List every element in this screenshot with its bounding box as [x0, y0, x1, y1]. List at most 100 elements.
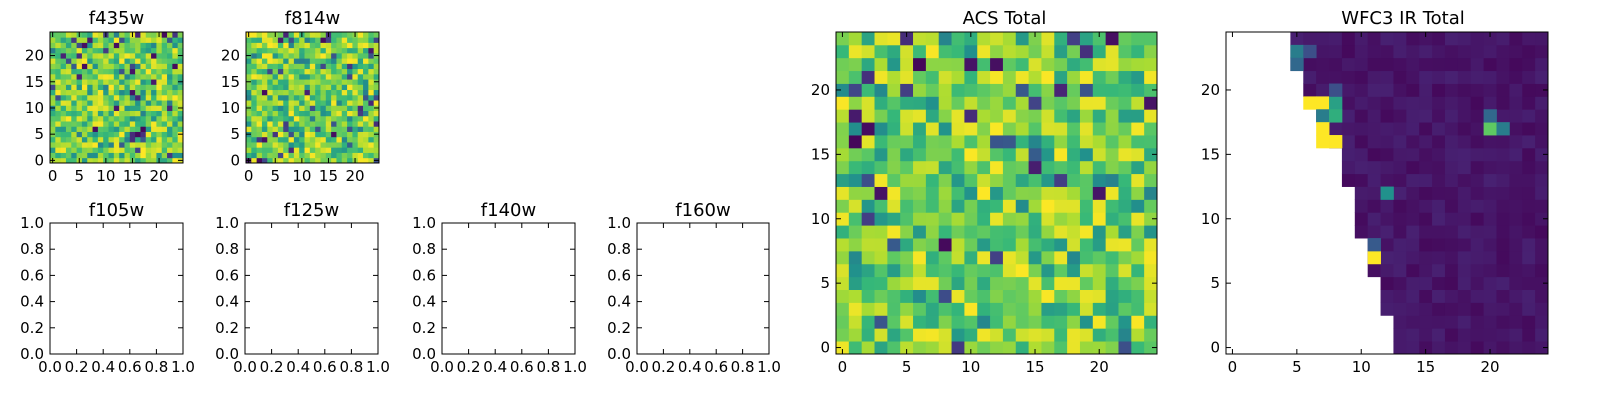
- heatmap-cell: [156, 115, 163, 122]
- heatmap-cell: [97, 157, 104, 164]
- heatmap-cell: [283, 37, 289, 43]
- heatmap-cell: [135, 58, 141, 64]
- heatmap-cell: [1367, 44, 1381, 59]
- heatmap-cell: [288, 157, 295, 164]
- heatmap-cell: [97, 89, 104, 96]
- heatmap-cell: [119, 58, 125, 64]
- heatmap-cell: [1041, 135, 1055, 149]
- heatmap-cell: [352, 142, 359, 148]
- heatmap-cell: [1054, 276, 1068, 290]
- heatmap-cell: [848, 83, 863, 97]
- heatmap-cell: [1496, 289, 1510, 303]
- heatmap-cell: [315, 73, 321, 80]
- heatmap-cell: [1079, 302, 1094, 316]
- heatmap-cell: [836, 250, 850, 265]
- heatmap-cell: [113, 89, 120, 96]
- heatmap-cell: [246, 58, 252, 64]
- heatmap-cell: [304, 157, 311, 164]
- heatmap-cell: [92, 157, 99, 164]
- heatmap-cell: [1118, 160, 1132, 175]
- heatmap-cell: [1041, 212, 1055, 226]
- heatmap-cell: [368, 105, 375, 111]
- heatmap-cell: [874, 44, 888, 59]
- heatmap-cell: [119, 105, 125, 111]
- heatmap-cell: [293, 84, 300, 91]
- heatmap-cell: [261, 110, 268, 117]
- heatmap-cell: [251, 126, 258, 132]
- heatmap-cell: [167, 89, 173, 96]
- heatmap-cell: [124, 121, 131, 127]
- heatmap-cell: [81, 84, 88, 91]
- heatmap-cell: [60, 147, 67, 153]
- heatmap-cell: [315, 68, 321, 75]
- heatmap-cell: [256, 105, 263, 111]
- heatmap-cell: [1079, 160, 1094, 175]
- heatmap-cell: [97, 142, 104, 148]
- x-tick-label: 0.4: [483, 358, 507, 376]
- heatmap-cell: [81, 89, 88, 96]
- heatmap-cell: [135, 42, 141, 49]
- heatmap-cell: [1079, 44, 1094, 59]
- heatmap-cell: [951, 147, 965, 162]
- heatmap-cell: [108, 152, 115, 159]
- heatmap-cell: [304, 147, 311, 153]
- heatmap-cell: [320, 47, 327, 54]
- heatmap-cell: [172, 131, 179, 138]
- heatmap-cell: [925, 70, 940, 84]
- heatmap-cell: [161, 52, 168, 59]
- heatmap-cell: [1457, 263, 1472, 278]
- heatmap-cell: [267, 68, 273, 75]
- heatmap-cell: [283, 142, 289, 148]
- heatmap-cell: [1067, 225, 1081, 239]
- heatmap-cell: [1406, 173, 1420, 187]
- heatmap-cell: [1028, 173, 1042, 187]
- heatmap-cell: [861, 122, 875, 136]
- heatmap-cell: [65, 47, 72, 54]
- heatmap-cell: [331, 37, 337, 43]
- heatmap-cell: [55, 37, 62, 43]
- heatmap-cell: [990, 160, 1004, 175]
- heatmap-cell: [293, 157, 300, 164]
- heatmap-cell: [900, 122, 914, 136]
- heatmap-cell: [1067, 135, 1081, 149]
- heatmap-cell: [836, 173, 850, 187]
- heatmap-cell: [261, 121, 268, 127]
- heatmap-cell: [299, 110, 305, 117]
- heatmap-cell: [336, 147, 343, 153]
- heatmap-cell: [246, 68, 252, 75]
- heatmap-cell: [352, 152, 359, 159]
- heatmap-cell: [373, 37, 380, 43]
- heatmap-cell: [299, 79, 305, 85]
- heatmap-cell: [1367, 122, 1381, 136]
- heatmap-cell: [1054, 160, 1068, 175]
- heatmap-cell: [1041, 32, 1055, 46]
- heatmap-cell: [161, 115, 168, 122]
- heatmap-cell: [836, 122, 850, 136]
- heatmap-cell: [1092, 109, 1107, 123]
- heatmap-cell: [368, 63, 375, 70]
- x-tick-label: 1.0: [171, 358, 195, 376]
- heatmap-cell: [951, 32, 965, 46]
- heatmap-cell: [347, 147, 353, 153]
- heatmap-cell: [267, 52, 273, 59]
- heatmap-cell: [92, 58, 99, 64]
- y-tick-label: 0.2: [215, 319, 239, 337]
- heatmap-cell: [951, 57, 965, 72]
- heatmap-cell: [1067, 302, 1081, 316]
- heatmap-cell: [1535, 57, 1549, 72]
- heatmap-cell: [1015, 289, 1029, 303]
- heatmap-cell: [1105, 147, 1119, 162]
- heatmap-cell: [65, 79, 72, 85]
- heatmap-cell: [1105, 96, 1119, 110]
- heatmap-cell: [1406, 83, 1420, 97]
- heatmap-cell: [97, 42, 104, 49]
- heatmap-cell: [129, 73, 136, 80]
- heatmap-cell: [848, 289, 863, 303]
- heatmap-cell: [251, 105, 258, 111]
- heatmap-cell: [261, 52, 268, 59]
- heatmap-cell: [874, 289, 888, 303]
- heatmap-cell: [964, 122, 978, 136]
- heatmap-cell: [304, 94, 311, 101]
- x-tick-label: 5: [74, 167, 84, 185]
- heatmap-cell: [874, 225, 888, 239]
